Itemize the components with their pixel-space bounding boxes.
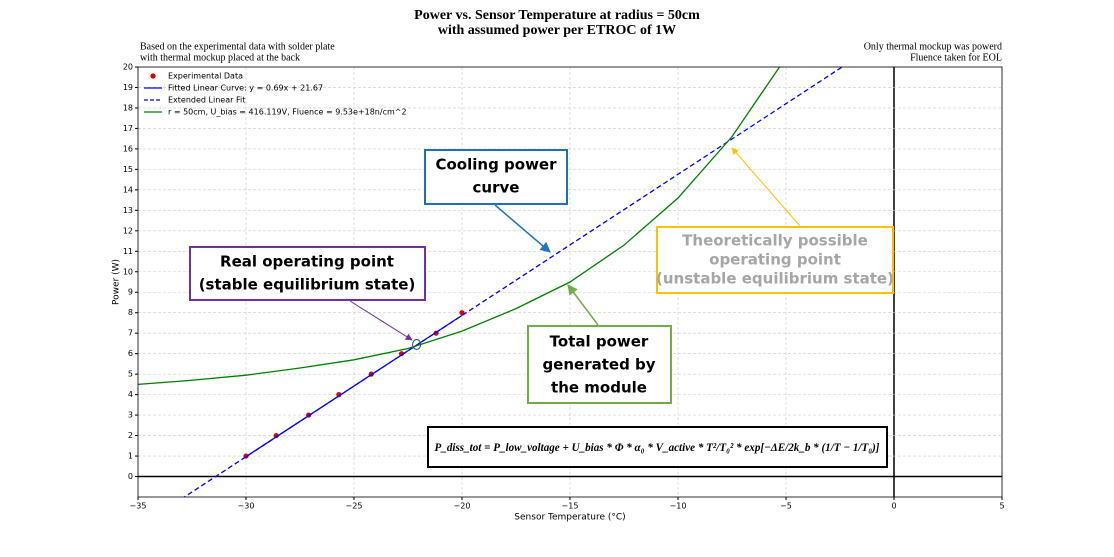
x-tick-label: −20 [454, 502, 471, 511]
plot-frame [137, 66, 1003, 498]
x-axis-label: Sensor Temperature (°C) [514, 513, 625, 523]
y-tick-label: 5 [128, 370, 133, 379]
annotation-box [189, 246, 426, 301]
x-tick-label: −25 [346, 502, 363, 511]
series-line [138, 67, 781, 386]
series-line [183, 67, 843, 497]
y-tick-label: 15 [123, 165, 133, 174]
y-axis-label: Power (W) [112, 259, 122, 305]
annotation: Real operating point [220, 253, 394, 271]
x-tick-label: −30 [238, 502, 255, 511]
arrow [494, 204, 551, 253]
equation-box [427, 426, 888, 468]
y-tick-label: 2 [128, 431, 133, 440]
annotation: Theoretically possible [682, 232, 868, 250]
annotation-box [527, 325, 672, 404]
y-tick-label: 3 [128, 411, 133, 420]
legend-label: Extended Linear Fit [168, 96, 245, 105]
y-tick-label: 19 [123, 83, 133, 92]
y-tick-label: 10 [123, 267, 133, 276]
equation: P_diss_tot = P_low_voltage + U_bias * Φ … [435, 440, 880, 454]
arrow [567, 284, 599, 326]
chart-title: with assumed power per ETROC of 1W [438, 23, 676, 38]
annotation: operating point [709, 251, 841, 269]
data-point [398, 351, 405, 357]
y-tick-label: 6 [128, 349, 133, 358]
legend-label: Experimental Data [168, 72, 243, 81]
x-tick-label: −35 [130, 502, 147, 511]
y-tick-label: 7 [128, 329, 133, 338]
note: Only thermal mockup was powerd [864, 41, 1002, 52]
annotation: (unstable equilibrium state) [656, 270, 894, 288]
annotation: Total power [550, 333, 649, 351]
x-tick-label: −15 [562, 502, 579, 511]
x-tick-label: −5 [780, 502, 792, 511]
chart-title: Power vs. Sensor Temperature at radius =… [414, 8, 700, 23]
annotation: curve [473, 179, 520, 197]
y-tick-label: 14 [123, 185, 133, 194]
annotation-box [656, 226, 894, 294]
y-tick-label: 1 [128, 452, 133, 461]
y-tick-label: 11 [123, 247, 133, 256]
y-tick-label: 4 [128, 390, 133, 399]
note: Fluence taken for EOL [910, 52, 1002, 63]
y-tick-label: 18 [123, 103, 133, 112]
y-tick-label: 17 [123, 124, 133, 133]
operating-point [412, 338, 422, 350]
legend-marker [150, 73, 156, 79]
data-point [273, 432, 279, 439]
annotation: Cooling power [435, 156, 557, 174]
note: with thermal mockup placed at the back [140, 52, 300, 63]
y-tick-label: 12 [123, 226, 133, 235]
y-tick-label: 13 [123, 206, 133, 215]
annotation: (stable equilibrium state) [199, 276, 416, 294]
x-tick-label: 5 [999, 502, 1004, 511]
y-tick-label: 9 [128, 288, 133, 297]
annotation-box [424, 149, 568, 205]
x-tick-label: −10 [670, 502, 687, 511]
annotation: the module [551, 379, 647, 397]
arrow [349, 300, 413, 341]
data-point [336, 392, 342, 398]
note: Based on the experimental data with sold… [140, 41, 335, 52]
y-tick-label: 0 [128, 472, 133, 481]
legend-label: Fitted Linear Curve: y = 0.69x + 21.67 [168, 84, 323, 93]
y-tick-label: 20 [123, 63, 133, 72]
y-tick-label: 16 [123, 144, 133, 153]
annotation: generated by [542, 356, 655, 374]
legend-label: r = 50cm, U_bias = 416.119V, Fluence = 9… [168, 108, 407, 117]
arrow [731, 147, 801, 227]
y-tick-label: 8 [128, 308, 133, 317]
x-tick-label: 0 [891, 502, 896, 511]
